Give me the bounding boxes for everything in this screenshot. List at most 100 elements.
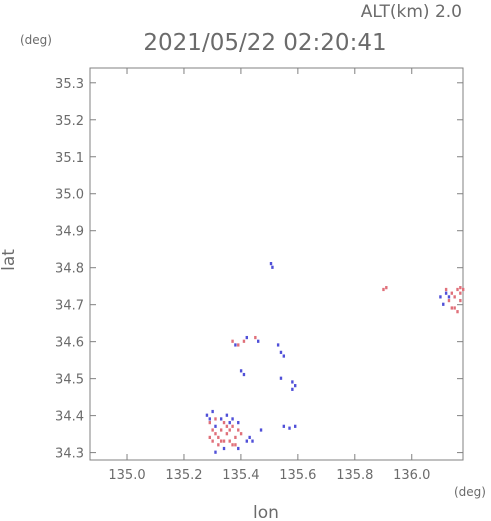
echo-point	[279, 350, 283, 354]
x-axis-label: lon	[253, 503, 279, 521]
echo-point	[453, 306, 456, 310]
echo-point	[222, 421, 226, 425]
echo-point	[237, 428, 240, 432]
echo-point	[222, 439, 226, 443]
echo-point	[239, 432, 243, 436]
y-tick-label: 34.9	[55, 225, 84, 240]
echo-point	[447, 298, 451, 303]
echo-point	[225, 424, 229, 428]
y-unit-label: (deg)	[20, 33, 52, 47]
echo-point	[208, 435, 211, 440]
echo-point	[208, 417, 211, 421]
x-tick-label: 135.0	[108, 468, 145, 483]
echo-point	[251, 439, 254, 443]
x-tick-label: 135.6	[279, 468, 316, 483]
altitude-label: ALT(km) 2.0	[361, 2, 462, 22]
y-tick-label: 35.3	[55, 77, 84, 92]
echo-point	[214, 424, 217, 428]
y-tick-label: 34.6	[55, 336, 84, 351]
echo-point	[234, 443, 237, 447]
echo-point	[217, 435, 220, 440]
echo-point	[211, 409, 214, 414]
echo-point	[259, 428, 263, 432]
echo-point	[211, 439, 214, 443]
echo-point	[219, 439, 223, 443]
x-unit-label: (deg)	[454, 485, 486, 499]
y-tick-label: 34.4	[55, 410, 84, 425]
echo-point	[219, 428, 223, 432]
chart-title: 2021/05/22 02:20:41	[143, 30, 386, 56]
echo-point	[242, 372, 246, 377]
echo-point	[442, 302, 445, 306]
x-tick-label: 135.4	[222, 468, 259, 483]
echo-point	[245, 439, 249, 443]
echo-point	[276, 343, 280, 347]
echo-point	[225, 432, 229, 436]
y-axis: 34.3 34.4 34.5 34.6 34.7 34.8 34.9 35.0 35.1 35.2…	[55, 77, 463, 462]
echo-point	[228, 428, 231, 432]
x-tick-label: 135.2	[165, 468, 202, 483]
echo-point	[447, 295, 451, 299]
y-tick-label: 34.5	[55, 373, 84, 388]
echo-point	[271, 265, 274, 269]
echo-point	[231, 424, 234, 428]
echo-point	[279, 376, 283, 380]
echo-point	[294, 384, 297, 388]
echo-point	[439, 295, 442, 299]
x-tick-label: 136.0	[393, 468, 430, 483]
echo-point	[237, 421, 240, 425]
echo-point	[450, 291, 454, 295]
echo-points	[205, 262, 465, 454]
y-tick-label: 34.8	[55, 262, 84, 277]
echo-point	[444, 291, 448, 295]
echo-point	[245, 335, 249, 340]
y-tick-label: 35.2	[55, 114, 84, 129]
echo-point	[211, 428, 214, 432]
echo-point	[382, 287, 385, 292]
echo-point	[214, 432, 217, 436]
echo-point	[237, 343, 240, 347]
y-tick-label: 34.7	[55, 299, 84, 314]
echo-point	[214, 450, 217, 454]
y-tick-label: 35.0	[55, 188, 84, 203]
echo-point	[254, 335, 257, 340]
echo-point	[217, 443, 220, 447]
echo-point	[444, 287, 448, 292]
echo-point	[225, 413, 229, 417]
echo-point	[291, 380, 294, 384]
x-tick-label: 135.8	[336, 468, 373, 483]
echo-point	[291, 387, 294, 391]
echo-point	[282, 424, 286, 428]
echo-point	[459, 298, 462, 303]
echo-point	[456, 310, 459, 314]
echo-point	[228, 421, 231, 425]
echo-point	[231, 417, 234, 421]
echo-point	[214, 417, 217, 421]
echo-point	[231, 443, 234, 447]
echo-point	[282, 354, 286, 358]
echo-point	[288, 426, 291, 430]
echo-point	[234, 343, 237, 347]
echo-point	[208, 421, 211, 425]
echo-point	[450, 306, 454, 310]
echo-point	[459, 286, 462, 290]
echo-point	[269, 262, 273, 266]
echo-point	[456, 287, 459, 292]
echo-point	[385, 286, 388, 290]
echo-point	[239, 369, 243, 373]
echo-point	[256, 339, 260, 343]
echo-point	[462, 287, 465, 292]
y-tick-label: 35.1	[55, 151, 84, 166]
echo-point	[459, 291, 462, 295]
echo-point	[234, 435, 237, 440]
x-axis: 135.0 135.2 135.4 135.6 135.8 136.0	[108, 68, 430, 483]
echo-point	[219, 417, 223, 421]
y-axis-label: lat	[0, 249, 19, 271]
echo-point	[228, 439, 231, 443]
echo-point	[248, 435, 251, 440]
plot-frame	[89, 67, 464, 461]
y-tick-label: 34.3	[55, 447, 84, 462]
echo-point	[294, 424, 297, 428]
echo-point	[242, 339, 246, 343]
